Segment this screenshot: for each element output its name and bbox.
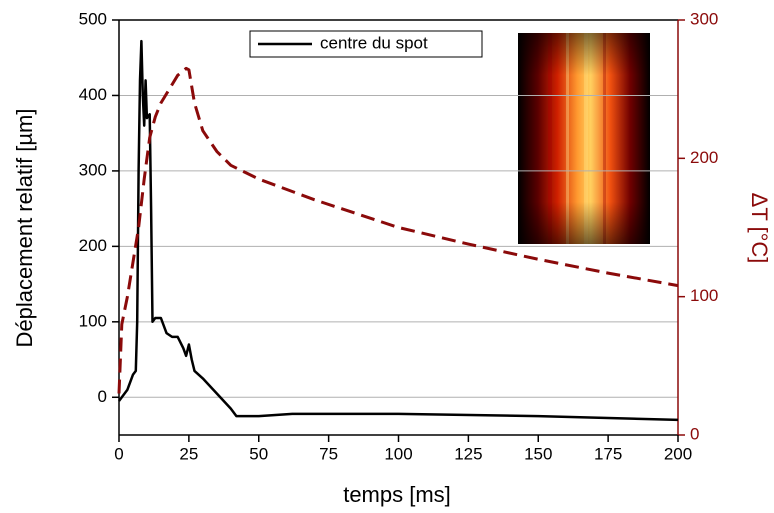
y2-axis-title: ΔT [°C] (747, 193, 772, 264)
y-tick-label: 400 (79, 85, 107, 104)
y-axis-title: Déplacement relatif [µm] (12, 109, 37, 348)
x-tick-label: 150 (524, 444, 552, 463)
x-tick-label: 175 (594, 444, 622, 463)
x-tick-label: 75 (319, 444, 338, 463)
y2-tick-label: 0 (690, 424, 699, 443)
y-tick-label: 300 (79, 160, 107, 179)
y-tick-label: 200 (79, 236, 107, 255)
legend-label: centre du spot (320, 33, 428, 52)
y-tick-label: 0 (98, 387, 107, 406)
series-line (117, 66, 679, 394)
series-line (118, 39, 679, 422)
x-tick-label: 200 (664, 444, 692, 463)
heatmap-inset (518, 33, 650, 244)
y2-tick-label: 200 (690, 148, 718, 167)
x-tick-label: 100 (384, 444, 412, 463)
y-tick-label: 500 (79, 9, 107, 28)
y-tick-label: 100 (79, 311, 107, 330)
y2-tick-label: 100 (690, 286, 718, 305)
x-tick-label: 0 (114, 444, 123, 463)
x-tick-label: 50 (249, 444, 268, 463)
y2-tick-label: 300 (690, 9, 718, 28)
x-tick-label: 25 (179, 444, 198, 463)
x-tick-label: 125 (454, 444, 482, 463)
x-axis-title: temps [ms] (343, 482, 451, 507)
